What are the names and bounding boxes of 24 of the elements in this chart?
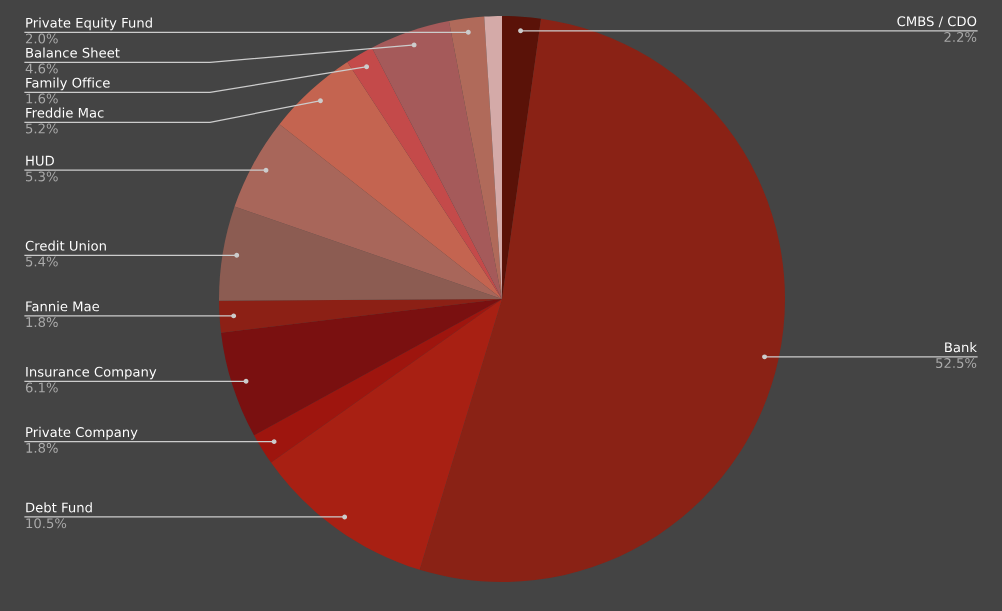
data-label: 1.8% (26, 317, 58, 328)
data-label: 10.5% (26, 518, 67, 529)
data-label: 6.1% (25, 382, 58, 393)
slice-label: Freddie Mac (26, 107, 104, 118)
data-label: 2.0% (25, 33, 58, 44)
slice-label: Debt Fund (26, 502, 92, 513)
slice-label: Insurance Company (26, 366, 157, 380)
data-label: 4.6% (25, 63, 58, 74)
slice-label: Credit Union (25, 240, 106, 251)
data-label: 1.8% (26, 442, 58, 453)
slice-label: Fannie Mae (26, 301, 100, 312)
data-label: 5.2% (26, 123, 58, 134)
data-label: 5.3% (26, 171, 58, 182)
slice-label: Bank (945, 342, 977, 353)
slice-label: CMBS / CDO (897, 16, 977, 28)
slice-label: Balance Sheet (26, 47, 120, 58)
data-label: 2.2% (944, 32, 977, 43)
slice-label: Family Office (26, 77, 110, 91)
data-label: 1.6% (26, 93, 58, 104)
slice-label: Private Company (26, 426, 138, 440)
slice-label: HUD (26, 155, 54, 166)
data-label: 5.4% (26, 256, 58, 267)
data-label: 52.5% (936, 358, 977, 369)
slice-label: Private Equity Fund (26, 17, 152, 31)
